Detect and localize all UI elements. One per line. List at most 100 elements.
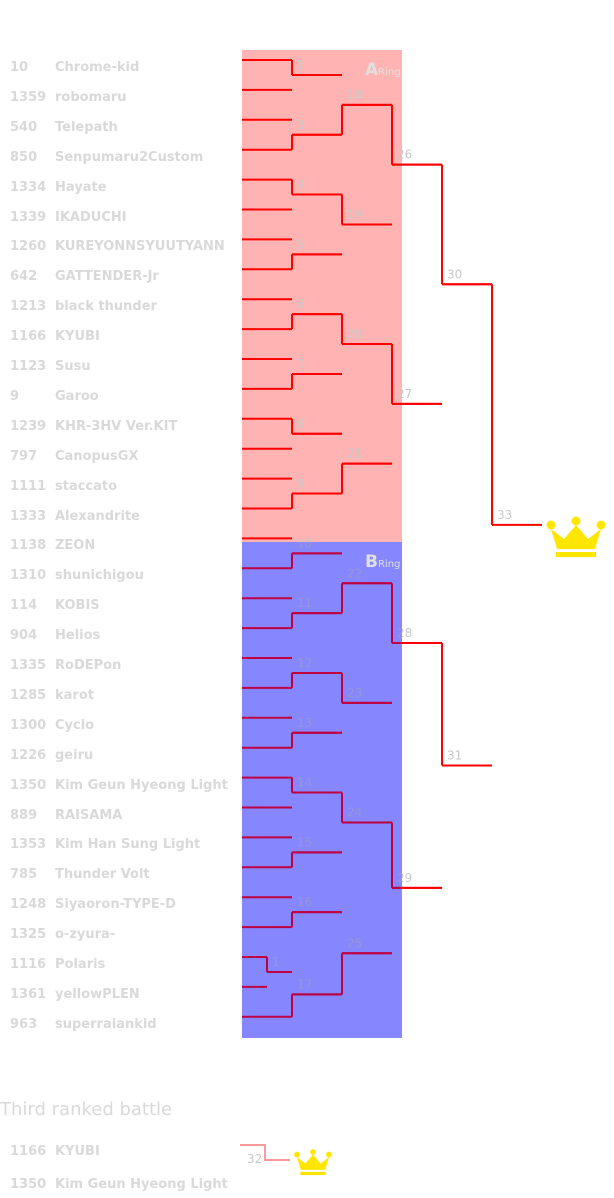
- player-name: RAISAMA: [55, 807, 123, 823]
- player-name: IKADUCHI: [55, 209, 127, 225]
- player-id: 1226: [10, 747, 47, 763]
- player-id: 1248: [10, 897, 47, 913]
- player-id: 1335: [10, 658, 47, 673]
- player-name: Kim Han Sung Light: [55, 837, 201, 853]
- player-id: 797: [10, 448, 38, 464]
- match-number-label: 2: [297, 58, 305, 72]
- champion-crown-icon-base: [556, 552, 596, 557]
- player-name: KYUBI: [55, 329, 100, 345]
- player-id: 1359: [10, 89, 47, 105]
- third-place-crown-icon-jewel: [326, 1151, 332, 1158]
- player-id: 114: [10, 598, 38, 614]
- player-id: 850: [10, 149, 38, 165]
- player-name: KUREYONNSYUUTYANN: [55, 239, 225, 255]
- player-name: Polaris: [55, 957, 106, 972]
- player-id: 1300: [10, 717, 47, 733]
- match-number-label: 16: [297, 895, 312, 909]
- player-id: 540: [10, 119, 38, 135]
- match-number-label: 11: [297, 596, 312, 610]
- player-id: 10: [10, 60, 29, 75]
- player-id: 1111: [10, 478, 47, 494]
- match-number-label: 24: [347, 805, 362, 819]
- player-name: shunichigou: [55, 568, 144, 584]
- match-number-label: 21: [347, 447, 362, 461]
- ring-b-tint: [242, 542, 402, 1038]
- match-number-label: 26: [397, 148, 412, 162]
- ring-b-label: BRing: [365, 552, 400, 572]
- player-id: 642: [10, 269, 38, 285]
- match-number-label: 17: [297, 977, 312, 991]
- player-name: Kim Geun Hyeong Light: [55, 777, 228, 793]
- match-number-label: 33: [497, 508, 512, 522]
- third-place-title: Third ranked battle: [0, 1099, 173, 1120]
- third-place-crown-icon-base: [300, 1171, 326, 1176]
- player-id: 1361: [10, 986, 47, 1002]
- player-id: 1123: [10, 359, 47, 374]
- player-name: Susu: [55, 359, 91, 374]
- player-name: o-zyura-: [55, 927, 116, 943]
- player-id: 904: [10, 628, 38, 644]
- player-id: 1339: [10, 209, 47, 225]
- ring-b-area: [242, 542, 402, 1038]
- player-id: 1285: [10, 687, 47, 703]
- player-name: Thunder Volt: [55, 867, 150, 883]
- ring-a-area: [242, 50, 402, 542]
- match-number-label: 32: [247, 1152, 262, 1166]
- match-number-label: 8: [297, 417, 305, 431]
- player-name: karot: [55, 687, 94, 703]
- match-number-label: 20: [347, 327, 362, 341]
- match-number-label: 22: [347, 566, 362, 580]
- player-name: superraiankid: [55, 1016, 157, 1032]
- player-name: Senpumaru2Custom: [55, 149, 204, 165]
- player-name: Hayate: [55, 179, 107, 195]
- champion-crown-icon-jewel: [546, 520, 556, 530]
- player-name: yellowPLEN: [55, 986, 140, 1002]
- player-id: 1239: [10, 418, 47, 434]
- match-number-label: 4: [297, 178, 305, 192]
- match-number-label: 10: [297, 536, 312, 550]
- match-number-label: 28: [397, 626, 412, 640]
- ring-a-label: ARing: [365, 60, 401, 80]
- third-place-line: [240, 1144, 290, 1161]
- player-name: RoDEPon: [55, 658, 122, 673]
- match-number-label: 31: [447, 748, 462, 762]
- player-name: Alexandrite: [55, 508, 140, 524]
- player-id: 785: [10, 867, 38, 883]
- match-number-label: 3: [297, 118, 305, 132]
- third-place-crown-icon-jewel: [310, 1149, 316, 1155]
- player-name: GATTENDER-Jr: [55, 269, 159, 285]
- match-number-label: 5: [297, 237, 305, 251]
- player-name: Garoo: [55, 388, 99, 404]
- player-id: 1138: [10, 538, 47, 554]
- match-number-label: 7: [297, 357, 305, 371]
- player-name: robomaru: [55, 89, 127, 105]
- player-id: 1310: [10, 568, 47, 584]
- ring-a-suffix: Ring: [378, 67, 401, 78]
- third-place-crown-icon: [297, 1154, 329, 1170]
- match-number-label: 15: [297, 835, 312, 849]
- player-name: black thunder: [55, 299, 157, 315]
- champion-crown-icon-jewel: [596, 520, 606, 530]
- player-id: 1260: [10, 239, 47, 255]
- match-number-label: 23: [347, 686, 362, 700]
- champion-crown-icon: [551, 525, 601, 549]
- player-id: 1350: [10, 777, 47, 793]
- player-name: Chrome-kid: [55, 60, 140, 75]
- match-number-label: 14: [297, 776, 312, 790]
- third-player-name: Kim Geun Hyeong Light: [55, 1177, 228, 1192]
- ring-b-letter: B: [365, 552, 378, 572]
- player-name: Cyclo: [55, 717, 95, 733]
- player-id: 1325: [10, 927, 47, 943]
- match-number-label: 30: [447, 267, 462, 281]
- match-number-label: 1: [272, 955, 280, 969]
- player-id: 1116: [10, 957, 47, 972]
- player-id: 889: [10, 807, 38, 823]
- player-name: Helios: [55, 628, 101, 644]
- match-number-label: 27: [397, 387, 412, 401]
- player-id: 1213: [10, 299, 47, 315]
- player-name: ZEON: [55, 538, 96, 554]
- player-name: Telepath: [55, 119, 118, 135]
- ring-b-suffix: Ring: [377, 559, 401, 570]
